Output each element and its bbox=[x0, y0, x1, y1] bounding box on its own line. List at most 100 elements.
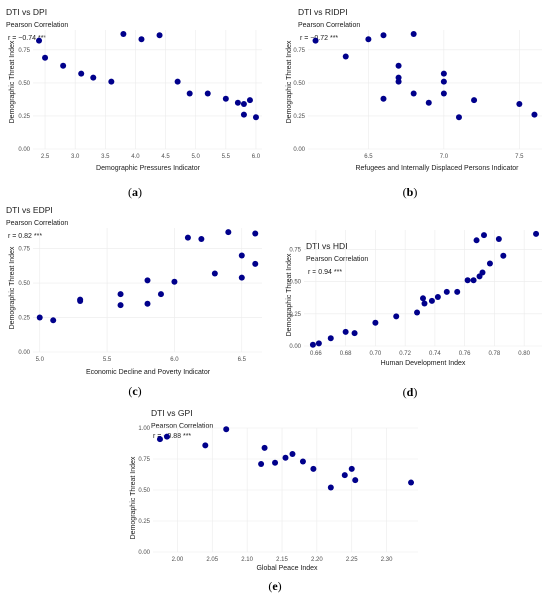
data-point bbox=[240, 111, 247, 118]
x-tick-label: 0.68 bbox=[340, 351, 352, 357]
x-tick-label: 6.0 bbox=[170, 357, 179, 363]
y-tick-label: 0.75 bbox=[18, 247, 30, 253]
x-tick-label: 2.20 bbox=[311, 557, 323, 563]
data-point bbox=[174, 78, 181, 85]
data-point bbox=[171, 278, 178, 285]
x-axis-label: Demographic Pressures Indicator bbox=[96, 165, 201, 172]
x-axis-label: Refugees and Internally Displaced Person… bbox=[355, 165, 519, 172]
data-point bbox=[500, 252, 507, 259]
data-point bbox=[117, 291, 124, 298]
x-tick-label: 5.0 bbox=[36, 357, 45, 363]
y-tick-label: 0.75 bbox=[289, 247, 301, 253]
x-ticks: 0.66 0.68 0.70 0.72 0.74 0.76 0.78 0.80 bbox=[310, 351, 531, 357]
y-tick-label: 0.50 bbox=[293, 81, 305, 87]
chart-subtitle: Pearson Correlation bbox=[6, 22, 68, 29]
y-ticks: 0.00 0.25 0.50 0.75 bbox=[18, 48, 30, 153]
y-tick-label: 0.50 bbox=[18, 81, 30, 87]
data-point bbox=[234, 99, 241, 106]
data-point bbox=[156, 32, 163, 39]
x-tick-label: 0.70 bbox=[370, 351, 382, 357]
data-point bbox=[443, 288, 450, 295]
data-point bbox=[352, 477, 359, 484]
data-point bbox=[327, 335, 334, 342]
panel-caption: (b) bbox=[403, 185, 418, 199]
data-point bbox=[393, 313, 400, 320]
y-axis-label: Demographic Threat Index bbox=[286, 40, 293, 123]
data-point bbox=[348, 465, 355, 472]
x-tick-label: 5.0 bbox=[192, 154, 201, 160]
y-axis-label: Demographic Threat Index bbox=[9, 40, 16, 123]
y-tick-label: 0.25 bbox=[18, 316, 30, 322]
data-point bbox=[531, 111, 538, 118]
x-axis-label: Economic Decline and Poverty Indicator bbox=[86, 369, 211, 376]
gridlines bbox=[33, 30, 262, 150]
panel-caption-letter: c bbox=[132, 384, 138, 398]
y-tick-label: 0.00 bbox=[18, 350, 30, 356]
chart-title: DTI vs GPI bbox=[151, 408, 193, 418]
chart-title: DTI vs RIDPI bbox=[298, 7, 348, 17]
data-point bbox=[120, 30, 127, 37]
y-tick-label: 0.50 bbox=[138, 488, 150, 494]
y-axis-label: Demographic Threat Index bbox=[9, 246, 16, 329]
data-point bbox=[258, 460, 265, 467]
correlation-annotation: r = 0.82 *** bbox=[8, 233, 42, 240]
data-point bbox=[223, 426, 230, 433]
y-tick-label: 0.75 bbox=[138, 457, 150, 463]
x-tick-label: 7.0 bbox=[440, 154, 449, 160]
y-tick-label: 0.00 bbox=[293, 147, 305, 153]
data-point bbox=[138, 36, 145, 43]
data-point bbox=[380, 32, 387, 39]
data-point bbox=[471, 97, 478, 104]
data-point bbox=[414, 309, 421, 316]
data-point bbox=[312, 37, 319, 44]
data-point bbox=[480, 232, 487, 239]
gridlines bbox=[33, 228, 262, 353]
x-tick-label: 0.76 bbox=[459, 351, 471, 357]
y-axis-label: Demographic Threat Index bbox=[286, 253, 293, 336]
data-point bbox=[479, 269, 486, 276]
data-point bbox=[428, 297, 435, 304]
x-tick-label: 2.30 bbox=[381, 557, 393, 563]
data-point bbox=[156, 436, 163, 443]
correlation-annotation: r = 0.94 *** bbox=[308, 269, 342, 276]
y-ticks: 0.00 0.25 0.50 0.75 bbox=[289, 247, 301, 350]
panel-caption-letter: d bbox=[407, 385, 414, 399]
chart-subtitle: Pearson Correlation bbox=[151, 423, 213, 430]
data-point bbox=[252, 230, 259, 237]
data-point bbox=[117, 302, 124, 309]
gridlines bbox=[304, 230, 542, 347]
data-point bbox=[342, 328, 349, 335]
data-point bbox=[238, 252, 245, 259]
data-point bbox=[495, 236, 502, 243]
data-point bbox=[410, 30, 417, 37]
data-point bbox=[222, 95, 229, 102]
data-point bbox=[299, 458, 306, 465]
y-ticks: 0.00 0.25 0.50 0.75 bbox=[293, 48, 305, 153]
data-point bbox=[464, 277, 471, 284]
data-point bbox=[473, 237, 480, 244]
data-point bbox=[434, 294, 441, 301]
panel-caption-letter: b bbox=[407, 185, 414, 199]
y-tick-label: 0.25 bbox=[289, 312, 301, 318]
y-tick-label: 0.00 bbox=[18, 147, 30, 153]
x-tick-label: 6.5 bbox=[364, 154, 373, 160]
data-point bbox=[341, 472, 348, 479]
panel-caption: (c) bbox=[128, 384, 141, 398]
chart-subtitle: Pearson Correlation bbox=[298, 22, 360, 29]
x-tick-label: 2.05 bbox=[206, 557, 218, 563]
data-point bbox=[36, 37, 43, 44]
data-point bbox=[184, 234, 191, 241]
y-axis-label: Demographic Threat Index bbox=[130, 456, 137, 539]
chart-title: DTI vs EDPI bbox=[6, 205, 53, 215]
x-tick-label: 0.66 bbox=[310, 351, 322, 357]
data-point bbox=[204, 90, 211, 97]
y-tick-label: 0.50 bbox=[289, 280, 301, 286]
data-point bbox=[342, 53, 349, 60]
data-point bbox=[186, 90, 193, 97]
data-point bbox=[440, 70, 447, 77]
chart-title: DTI vs DPI bbox=[6, 7, 47, 17]
panel-b: DTI vs RIDPI Pearson Correlation r = −0.… bbox=[286, 7, 542, 199]
x-ticks: 2.00 2.05 2.10 2.15 2.20 2.25 2.30 bbox=[172, 557, 394, 563]
y-tick-label: 0.00 bbox=[138, 550, 150, 556]
